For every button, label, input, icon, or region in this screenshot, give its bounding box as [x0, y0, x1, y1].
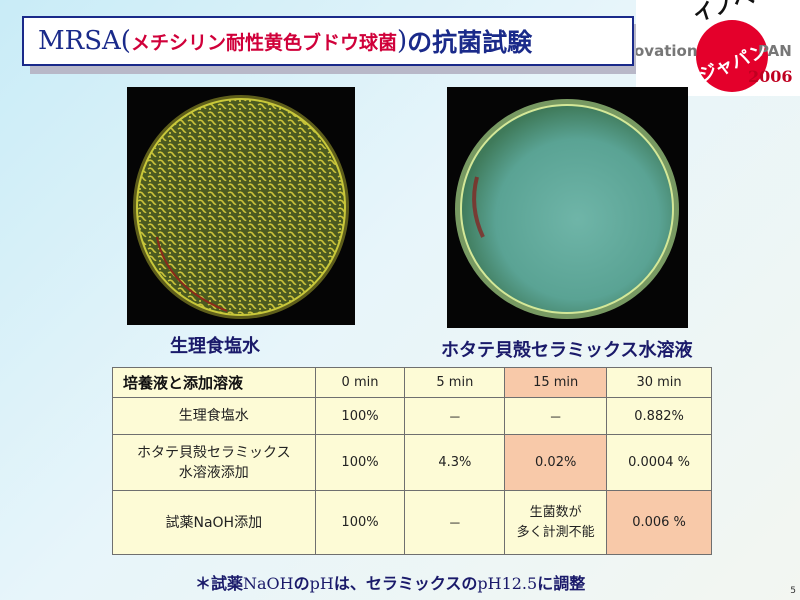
logo-graphic: イノベーション ovation PAN ジャパン 2006: [634, 0, 800, 92]
table-cell: －: [504, 397, 608, 435]
logo-text-pan: PAN: [758, 42, 792, 60]
row-label-line: 試薬NaOH添加: [165, 514, 263, 531]
row-label-line: 水溶液添加: [178, 464, 249, 481]
table-header-row: 培養液と添加溶液 0 min 5 min 15 min 30 min: [112, 367, 712, 398]
row-label: ホタテ貝殻セラミックス 水溶液添加: [112, 434, 316, 491]
footnote-part: ＊試薬: [195, 574, 244, 593]
petri-dish-ceramic-graphic: [455, 99, 679, 319]
petri-dish-saline-graphic: [133, 95, 349, 319]
table-cell: 4.3%: [404, 434, 506, 491]
logo-year: 2006: [748, 67, 793, 86]
table-row: 生理食塩水 100% － － 0.882%: [112, 397, 712, 435]
header-time: 30 min: [606, 367, 712, 398]
footnote-part: に調整: [537, 574, 586, 593]
table-cell: －: [404, 397, 506, 435]
innovation-japan-logo: イノベーション ovation PAN ジャパン 2006: [634, 0, 800, 96]
table-cell: －: [404, 490, 506, 555]
slide-title: MRSA( メチシリン耐性黄色ブドウ球菌 ) の抗菌試験: [22, 16, 634, 66]
logo-text-main: ovation: [636, 42, 698, 60]
row-label-line: ホタテ貝殻セラミックス: [136, 444, 291, 461]
petri-photo-saline: [127, 87, 355, 325]
footnote-part: の: [293, 574, 310, 593]
row-label: 生理食塩水: [112, 397, 316, 435]
logo-red-circle: [696, 20, 768, 92]
footnote-part: pH: [309, 574, 334, 593]
row-label: 試薬NaOH添加: [112, 490, 316, 555]
table-cell: 100%: [314, 434, 406, 491]
footnote-part: は、セラミックスの: [333, 574, 478, 593]
page-number: 5: [790, 586, 796, 596]
table-row: 試薬NaOH添加 100% － 生菌数が 多く計測不能 0.006 %: [112, 490, 712, 555]
title-suffix: の抗菌試験: [407, 28, 533, 57]
table-cell: 0.0004 %: [606, 434, 712, 491]
table-cell: 0.882%: [606, 397, 712, 435]
header-medium: 培養液と添加溶液: [112, 367, 316, 398]
header-time: 15 min: [504, 367, 608, 398]
caption-saline: 生理食塩水: [170, 336, 260, 357]
results-table: 培養液と添加溶液 0 min 5 min 15 min 30 min 生理食塩水…: [112, 367, 712, 555]
title-close-paren: ): [396, 26, 408, 56]
table-cell: 0.02%: [504, 434, 608, 491]
header-time: 0 min: [314, 367, 406, 398]
caption-scallop-ceramic: ホタテ貝殻セラミックス水溶液: [441, 340, 693, 361]
table-cell: 100%: [314, 490, 406, 555]
row-label-line: 生理食塩水: [178, 408, 249, 424]
title-latin: MRSA(: [38, 26, 131, 56]
table-cell: 0.006 %: [606, 490, 712, 555]
header-time: 5 min: [404, 367, 506, 398]
title-parenthetical: メチシリン耐性黄色ブドウ球菌: [130, 31, 397, 54]
table-cell: 生菌数が 多く計測不能: [504, 490, 608, 555]
footnote-part: NaOH: [243, 574, 294, 593]
table-row: ホタテ貝殻セラミックス 水溶液添加 100% 4.3% 0.02% 0.0004…: [112, 434, 712, 491]
table-cell: 100%: [314, 397, 406, 435]
footnote-part: pH12.5: [477, 574, 538, 593]
footnote: ＊試薬NaOHのpHは、セラミックスのpH12.5に調整: [195, 570, 585, 594]
petri-photo-scallop-ceramic: [447, 87, 688, 328]
